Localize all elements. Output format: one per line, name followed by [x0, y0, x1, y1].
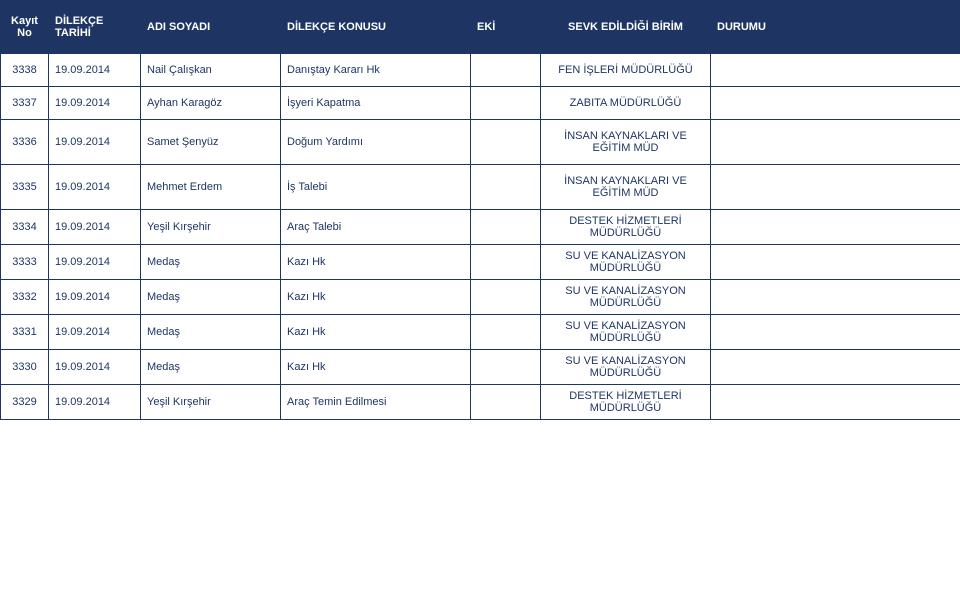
cell-konu: İş Talebi	[281, 165, 471, 210]
table-row: 333819.09.2014Nail ÇalışkanDanıştay Kara…	[1, 54, 960, 87]
cell-kayit-no: 3332	[1, 280, 49, 315]
cell-kayit-no: 3335	[1, 165, 49, 210]
cell-sevk: İNSAN KAYNAKLARI VE EĞİTİM MÜD	[541, 120, 711, 165]
table-row: 333019.09.2014MedaşKazı Hk SU VE KANALİZA…	[1, 350, 960, 385]
cell-durum	[711, 54, 960, 87]
cell-kayit-no: 3338	[1, 54, 49, 87]
cell-kayit-no: 3337	[1, 87, 49, 120]
cell-durum	[711, 385, 960, 420]
cell-adi-soyadi: Medaş	[141, 315, 281, 350]
cell-eki	[471, 210, 541, 245]
cell-konu: Araç Temin Edilmesi	[281, 385, 471, 420]
table-row: 333319.09.2014MedaşKazı Hk SU VE KANALİZA…	[1, 245, 960, 280]
cell-adi-soyadi: Yeşil Kırşehir	[141, 385, 281, 420]
col-header-kayit-no: Kayıt No	[1, 1, 49, 54]
cell-konu: Kazı Hk	[281, 315, 471, 350]
cell-sevk: SU VE KANALİZASYON MÜDÜRLÜĞÜ	[541, 315, 711, 350]
cell-tarih: 19.09.2014	[49, 350, 141, 385]
cell-adi-soyadi: Medaş	[141, 350, 281, 385]
cell-durum	[711, 165, 960, 210]
cell-tarih: 19.09.2014	[49, 87, 141, 120]
cell-eki	[471, 54, 541, 87]
cell-adi-soyadi: Ayhan Karagöz	[141, 87, 281, 120]
cell-konu: Araç Talebi	[281, 210, 471, 245]
cell-durum	[711, 87, 960, 120]
cell-konu: Kazı Hk	[281, 350, 471, 385]
table-row: 333619.09.2014Samet ŞenyüzDoğum Yardımı İ…	[1, 120, 960, 165]
cell-adi-soyadi: Medaş	[141, 280, 281, 315]
cell-eki	[471, 315, 541, 350]
cell-adi-soyadi: Samet Şenyüz	[141, 120, 281, 165]
cell-adi-soyadi: Medaş	[141, 245, 281, 280]
col-header-sevk: SEVK EDİLDİĞİ BİRİM	[541, 1, 711, 54]
cell-adi-soyadi: Yeşil Kırşehir	[141, 210, 281, 245]
table-body: 333819.09.2014Nail ÇalışkanDanıştay Kara…	[1, 54, 960, 420]
cell-tarih: 19.09.2014	[49, 120, 141, 165]
cell-kayit-no: 3333	[1, 245, 49, 280]
cell-eki	[471, 385, 541, 420]
cell-kayit-no: 3330	[1, 350, 49, 385]
cell-eki	[471, 165, 541, 210]
cell-durum	[711, 245, 960, 280]
col-header-adi: ADI SOYADI	[141, 1, 281, 54]
table-row: 333719.09.2014Ayhan Karagözİşyeri Kapatm…	[1, 87, 960, 120]
cell-sevk: ZABITA MÜDÜRLÜĞÜ	[541, 87, 711, 120]
cell-eki	[471, 350, 541, 385]
cell-kayit-no: 3331	[1, 315, 49, 350]
cell-durum	[711, 120, 960, 165]
cell-durum	[711, 350, 960, 385]
cell-sevk: FEN İŞLERİ MÜDÜRLÜĞÜ	[541, 54, 711, 87]
cell-tarih: 19.09.2014	[49, 315, 141, 350]
table-row: 333419.09.2014Yeşil KırşehirAraç Talebi D…	[1, 210, 960, 245]
cell-sevk: İNSAN KAYNAKLARI VE EĞİTİM MÜD	[541, 165, 711, 210]
cell-konu: İşyeri Kapatma	[281, 87, 471, 120]
cell-tarih: 19.09.2014	[49, 210, 141, 245]
cell-durum	[711, 280, 960, 315]
cell-eki	[471, 280, 541, 315]
cell-konu: Danıştay Kararı Hk	[281, 54, 471, 87]
data-table: Kayıt No DİLEKÇE TARİHİ ADI SOYADI DİLEK…	[0, 0, 960, 420]
col-header-eki: EKİ	[471, 1, 541, 54]
cell-sevk: SU VE KANALİZASYON MÜDÜRLÜĞÜ	[541, 280, 711, 315]
table-header: Kayıt No DİLEKÇE TARİHİ ADI SOYADI DİLEK…	[1, 1, 960, 54]
cell-eki	[471, 245, 541, 280]
cell-kayit-no: 3329	[1, 385, 49, 420]
col-header-durum: DURUMU	[711, 1, 960, 54]
cell-tarih: 19.09.2014	[49, 245, 141, 280]
cell-sevk: DESTEK HİZMETLERİ MÜDÜRLÜĞÜ	[541, 210, 711, 245]
cell-tarih: 19.09.2014	[49, 165, 141, 210]
cell-sevk: DESTEK HİZMETLERİ MÜDÜRLÜĞÜ	[541, 385, 711, 420]
cell-durum	[711, 210, 960, 245]
cell-tarih: 19.09.2014	[49, 385, 141, 420]
cell-sevk: SU VE KANALİZASYON MÜDÜRLÜĞÜ	[541, 245, 711, 280]
cell-adi-soyadi: Nail Çalışkan	[141, 54, 281, 87]
cell-konu: Kazı Hk	[281, 245, 471, 280]
cell-sevk: SU VE KANALİZASYON MÜDÜRLÜĞÜ	[541, 350, 711, 385]
cell-adi-soyadi: Mehmet Erdem	[141, 165, 281, 210]
cell-konu: Kazı Hk	[281, 280, 471, 315]
cell-tarih: 19.09.2014	[49, 54, 141, 87]
col-header-konu: DİLEKÇE KONUSU	[281, 1, 471, 54]
table-row: 332919.09.2014Yeşil KırşehirAraç Temin E…	[1, 385, 960, 420]
cell-eki	[471, 120, 541, 165]
cell-kayit-no: 3334	[1, 210, 49, 245]
cell-eki	[471, 87, 541, 120]
cell-durum	[711, 315, 960, 350]
table-row: 333219.09.2014MedaşKazı Hk SU VE KANALİZA…	[1, 280, 960, 315]
table-row: 333119.09.2014MedaşKazı Hk SU VE KANALİZA…	[1, 315, 960, 350]
col-header-tarih: DİLEKÇE TARİHİ	[49, 1, 141, 54]
cell-kayit-no: 3336	[1, 120, 49, 165]
table-row: 333519.09.2014Mehmet Erdemİş Talebi İNSAN…	[1, 165, 960, 210]
cell-tarih: 19.09.2014	[49, 280, 141, 315]
cell-konu: Doğum Yardımı	[281, 120, 471, 165]
